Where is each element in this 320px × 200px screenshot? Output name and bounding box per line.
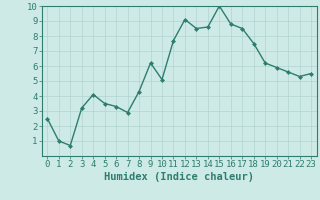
X-axis label: Humidex (Indice chaleur): Humidex (Indice chaleur): [104, 172, 254, 182]
